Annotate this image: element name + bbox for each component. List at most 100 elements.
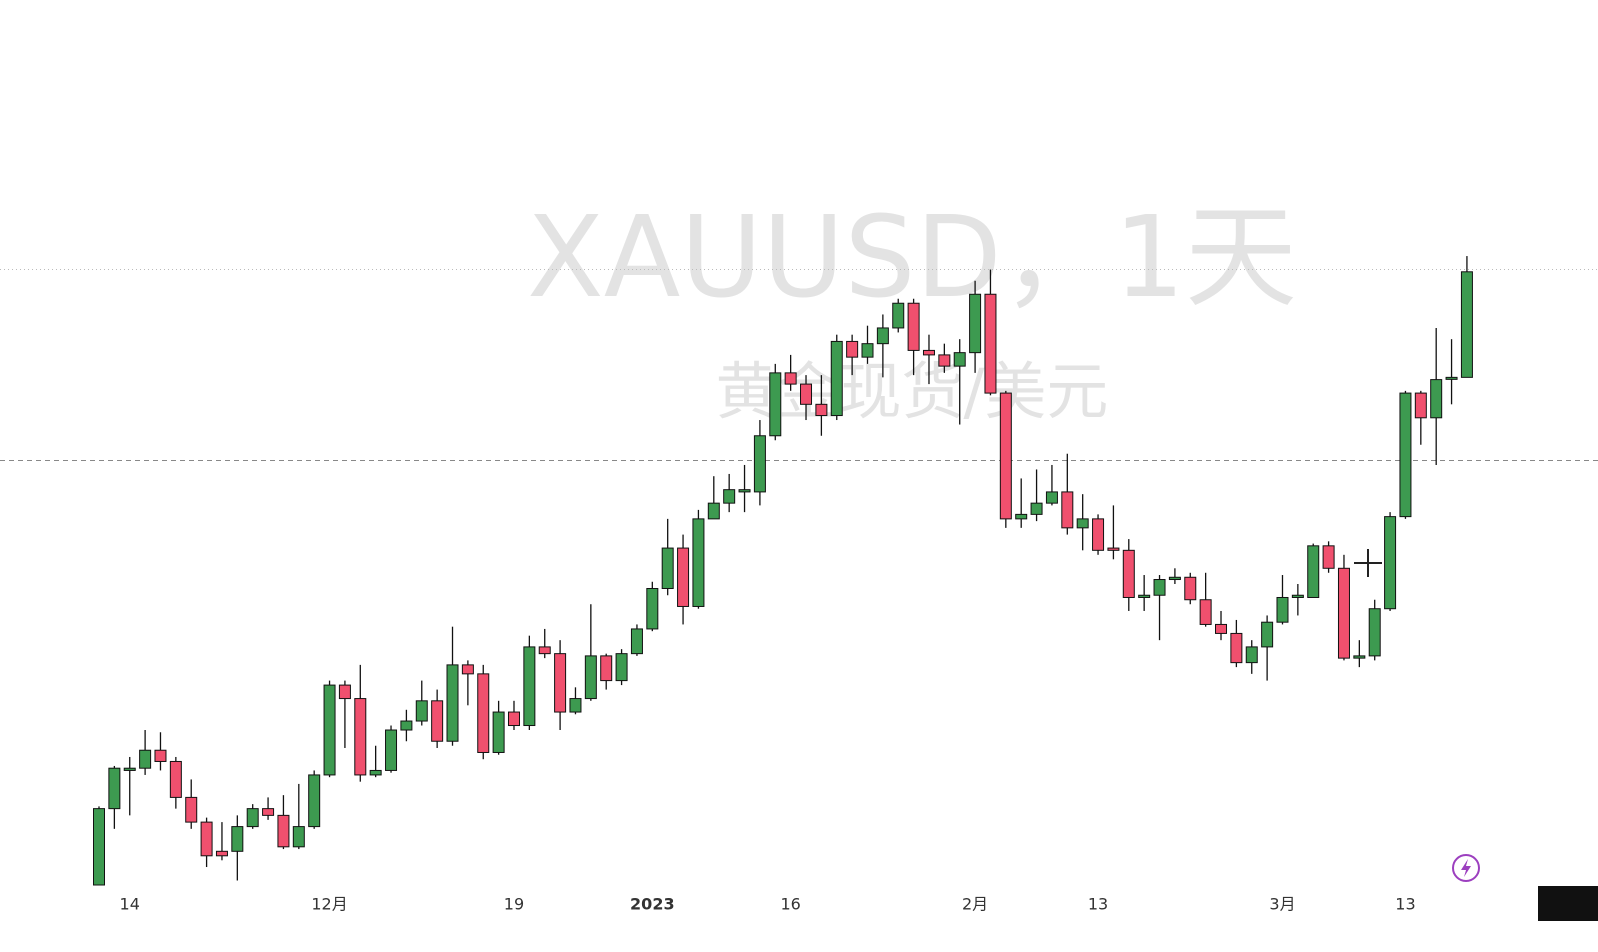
candle-body	[431, 700, 444, 742]
candle-body	[830, 340, 843, 417]
candle-body	[1322, 545, 1335, 569]
candle-body	[1353, 655, 1366, 659]
candle-body	[461, 664, 474, 675]
candle-body	[338, 684, 351, 700]
candle-body	[1460, 271, 1473, 378]
candle-body	[492, 711, 505, 753]
candle-body	[677, 547, 690, 607]
candle-body	[1215, 623, 1228, 634]
candle-body	[1061, 491, 1074, 529]
candle-body	[800, 383, 813, 405]
x-tick-label: 13	[1088, 895, 1108, 914]
candle-body	[1030, 502, 1043, 515]
candle-body	[953, 352, 966, 367]
x-tick-label: 2023	[630, 895, 675, 914]
candle-body	[554, 653, 567, 713]
candle-body	[1337, 567, 1350, 659]
candle-body	[615, 653, 628, 682]
x-tick-label: 14	[120, 895, 140, 914]
candle-body	[1430, 379, 1443, 419]
candle-body	[707, 502, 720, 520]
candle-body	[661, 547, 674, 590]
candle-body	[600, 655, 613, 682]
candle-body	[262, 808, 275, 816]
x-tick-label: 2月	[962, 895, 988, 914]
candle-body	[938, 354, 951, 367]
x-tick-label: 19	[504, 895, 524, 914]
candle-body	[415, 700, 428, 722]
candle-body	[1199, 599, 1212, 625]
candle-body	[969, 293, 982, 354]
candle-body	[1076, 518, 1089, 529]
corner-box	[1538, 886, 1598, 921]
candle-body	[123, 767, 136, 771]
candle-body	[922, 349, 935, 356]
candle-body	[446, 664, 459, 742]
crosshair	[1354, 549, 1382, 577]
candle-body	[784, 372, 797, 385]
candle-body	[354, 698, 367, 776]
candle-body	[692, 518, 705, 607]
candle-body	[292, 826, 305, 848]
candle-body	[93, 808, 105, 886]
candle-body	[569, 698, 582, 713]
candle-body	[984, 293, 997, 394]
candle-body	[139, 749, 152, 769]
candle-body	[769, 372, 782, 437]
lightning-button[interactable]	[1452, 854, 1480, 882]
candle-body	[507, 711, 520, 727]
candle-body	[323, 684, 336, 776]
candle-body	[277, 814, 290, 848]
candle-body	[999, 392, 1012, 520]
candle-body	[400, 720, 413, 731]
x-tick-label: 16	[780, 895, 800, 914]
candle-body	[108, 767, 121, 810]
candle-body	[815, 403, 828, 417]
candle-body	[1291, 594, 1304, 598]
candle-body	[1092, 518, 1105, 551]
candle-body	[523, 646, 536, 727]
candle-body	[1153, 579, 1166, 596]
candle-body	[169, 760, 182, 798]
candle-body	[308, 774, 321, 828]
candle-body	[907, 302, 920, 351]
candle-body	[369, 769, 382, 776]
candle-body	[385, 729, 398, 771]
candle-body	[1414, 392, 1427, 419]
candle-body	[630, 628, 643, 655]
candle-body	[876, 327, 889, 345]
candle-body	[1384, 516, 1397, 610]
candle-body	[738, 489, 751, 493]
candle-body	[584, 655, 597, 700]
candle-body	[538, 646, 551, 655]
candle-body	[477, 673, 490, 753]
icon-circle	[1452, 854, 1480, 882]
candle-body	[246, 808, 259, 828]
x-tick-label: 12月	[311, 895, 347, 914]
candle-body	[215, 850, 228, 857]
candle-body	[1107, 547, 1120, 551]
candle-body	[1230, 632, 1243, 664]
candle-body	[1045, 491, 1058, 504]
candle-body	[1168, 576, 1181, 581]
candle-body	[1445, 376, 1458, 380]
watermark-title: XAUUSD，1天	[527, 193, 1297, 323]
candle-body	[1015, 513, 1028, 520]
candle-body	[892, 302, 905, 329]
candle-body	[1399, 392, 1412, 518]
candle-body	[1122, 549, 1135, 598]
candle-body	[1307, 545, 1320, 598]
candle-body	[1368, 608, 1381, 657]
candle-body	[646, 588, 659, 630]
candle-body	[846, 340, 859, 358]
candle-body	[231, 826, 244, 852]
x-tick-label: 3月	[1269, 895, 1295, 914]
candle-body	[723, 489, 736, 504]
candle-body	[200, 821, 213, 857]
candle-body	[1184, 576, 1197, 601]
candle-body	[1261, 621, 1274, 648]
candle-body	[154, 749, 167, 762]
icon-bolt	[1461, 859, 1471, 877]
